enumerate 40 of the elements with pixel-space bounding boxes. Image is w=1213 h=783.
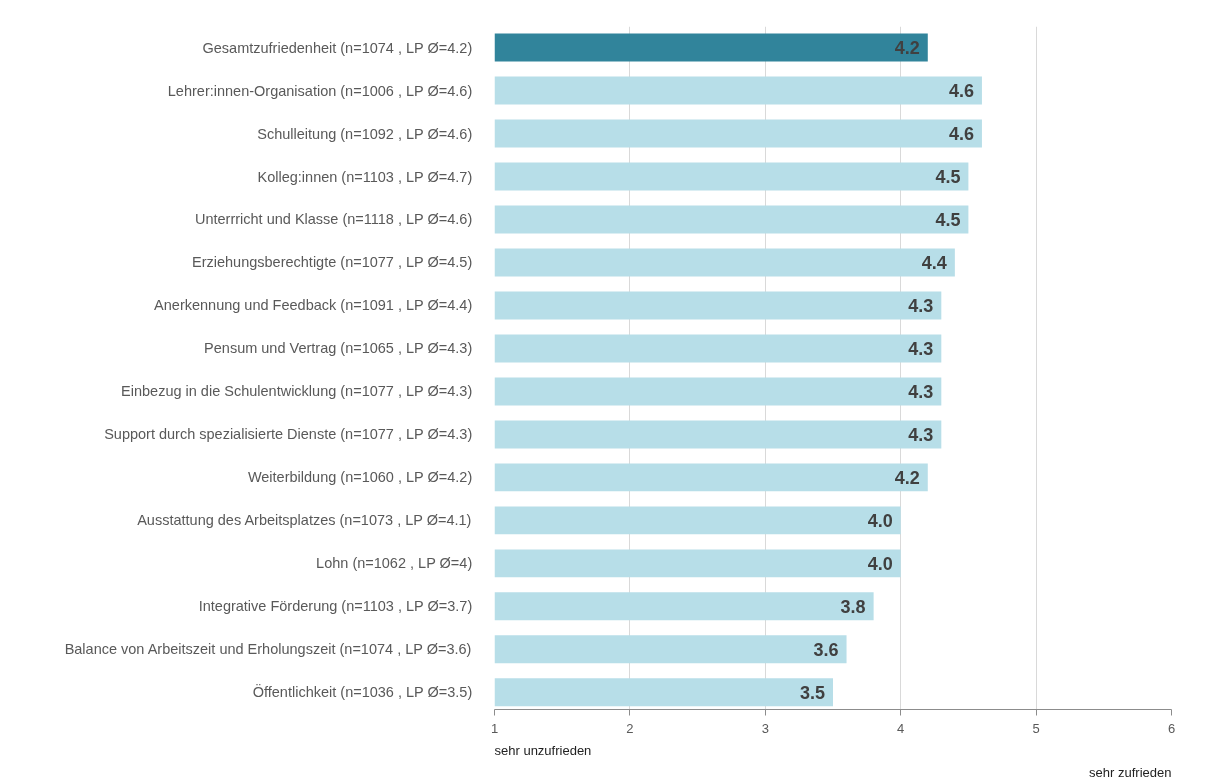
data-label: 4.5 bbox=[935, 167, 961, 188]
y-tick-label: Einbezug in die Schulentwicklung (n=1077 , LP Ø=4.3) bbox=[121, 383, 473, 400]
data-label: 4.0 bbox=[867, 510, 893, 531]
x-tick-label: 6 bbox=[1167, 720, 1176, 736]
data-label: 4.3 bbox=[908, 295, 934, 316]
data-label: 4.3 bbox=[908, 424, 934, 445]
text: sehr unzufrieden bbox=[494, 742, 592, 758]
data-label: 4.2 bbox=[894, 38, 920, 59]
data-label: 4.4 bbox=[921, 252, 947, 273]
data-label: 4.3 bbox=[908, 381, 934, 402]
y-tick-label: Integrative Förderung (n=1103 , LP Ø=3.7) bbox=[198, 598, 473, 615]
y-tick-label: Lehrer:innen-Organisation (n=1006 , LP Ø=4.6) bbox=[167, 82, 473, 99]
data-label: 4.6 bbox=[948, 124, 974, 145]
y-tick-label: Erziehungsberechtigte (n=1077 , LP Ø=4.5) bbox=[191, 254, 473, 271]
data-label: 4.3 bbox=[908, 338, 934, 359]
y-tick-label: Support durch spezialisierte Dienste (n=1077 , LP Ø=4.3) bbox=[104, 426, 473, 443]
text: sehr zufrieden bbox=[1089, 764, 1172, 780]
y-tick-label: Unterrricht und Klasse (n=1118 , LP Ø=4.6) bbox=[194, 211, 473, 228]
data-label: 3.8 bbox=[840, 596, 866, 617]
x-tick-label: 1 bbox=[490, 720, 499, 736]
y-tick-label: Gesamtzufriedenheit (n=1074 , LP Ø=4.2) bbox=[202, 39, 473, 56]
x-tick-label: 4 bbox=[897, 720, 905, 736]
y-tick-label: Kolleg:innen (n=1103 , LP Ø=4.7) bbox=[257, 168, 473, 185]
y-tick-label: Schulleitung (n=1092 , LP Ø=4.6) bbox=[257, 125, 473, 142]
data-label: 4.6 bbox=[948, 81, 974, 102]
data-label: 3.6 bbox=[813, 639, 839, 660]
y-tick-label: Weiterbildung (n=1060 , LP Ø=4.2) bbox=[247, 469, 473, 486]
x-tick-label: 5 bbox=[1032, 720, 1040, 736]
y-tick-label: Öffentlichkeit (n=1036 , LP Ø=3.5) bbox=[252, 683, 473, 701]
y-tick-label: Balance von Arbeitszeit und Erholungszeit (n=1074 , LP Ø=3.6) bbox=[64, 641, 472, 658]
x-tick-label: 2 bbox=[626, 720, 634, 736]
data-label: 3.5 bbox=[799, 682, 826, 703]
data-label: 4.2 bbox=[894, 467, 920, 488]
y-tick-label: Ausstattung des Arbeitsplatzes (n=1073 , LP Ø=4.1) bbox=[137, 512, 472, 529]
y-tick-label: Anerkennung und Feedback (n=1091 , LP Ø=4.4) bbox=[154, 297, 473, 314]
data-label: 4.5 bbox=[935, 209, 961, 230]
x-tick-label: 3 bbox=[761, 720, 769, 736]
y-tick-label: Pensum und Vertrag (n=1065 , LP Ø=4.3) bbox=[204, 340, 473, 357]
data-label: 4.0 bbox=[867, 553, 893, 574]
y-tick-label: Lohn (n=1062 , LP Ø=4) bbox=[316, 555, 473, 572]
